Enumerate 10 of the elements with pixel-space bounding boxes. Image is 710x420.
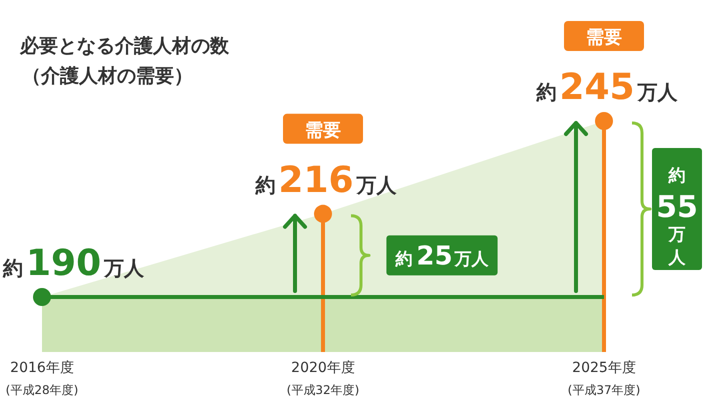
difference: 約55万人 xyxy=(652,148,702,270)
x-tick-label: 2020年度 (平成32年度) xyxy=(286,360,360,397)
annotation: 約55万人 xyxy=(656,166,698,268)
chart-subtitle: （介護人材の需要） xyxy=(22,65,193,87)
chart-title: 必要となる介護人材の数 xyxy=(19,35,230,57)
tag: 需要 xyxy=(283,114,363,144)
x-tick-label: 2016年度 (平成28年度) xyxy=(6,360,78,397)
x-tick-label: 2025年度 (平成37年度) xyxy=(568,360,640,397)
tag: 需要 xyxy=(564,21,644,51)
annotation: 需要 xyxy=(305,120,341,141)
